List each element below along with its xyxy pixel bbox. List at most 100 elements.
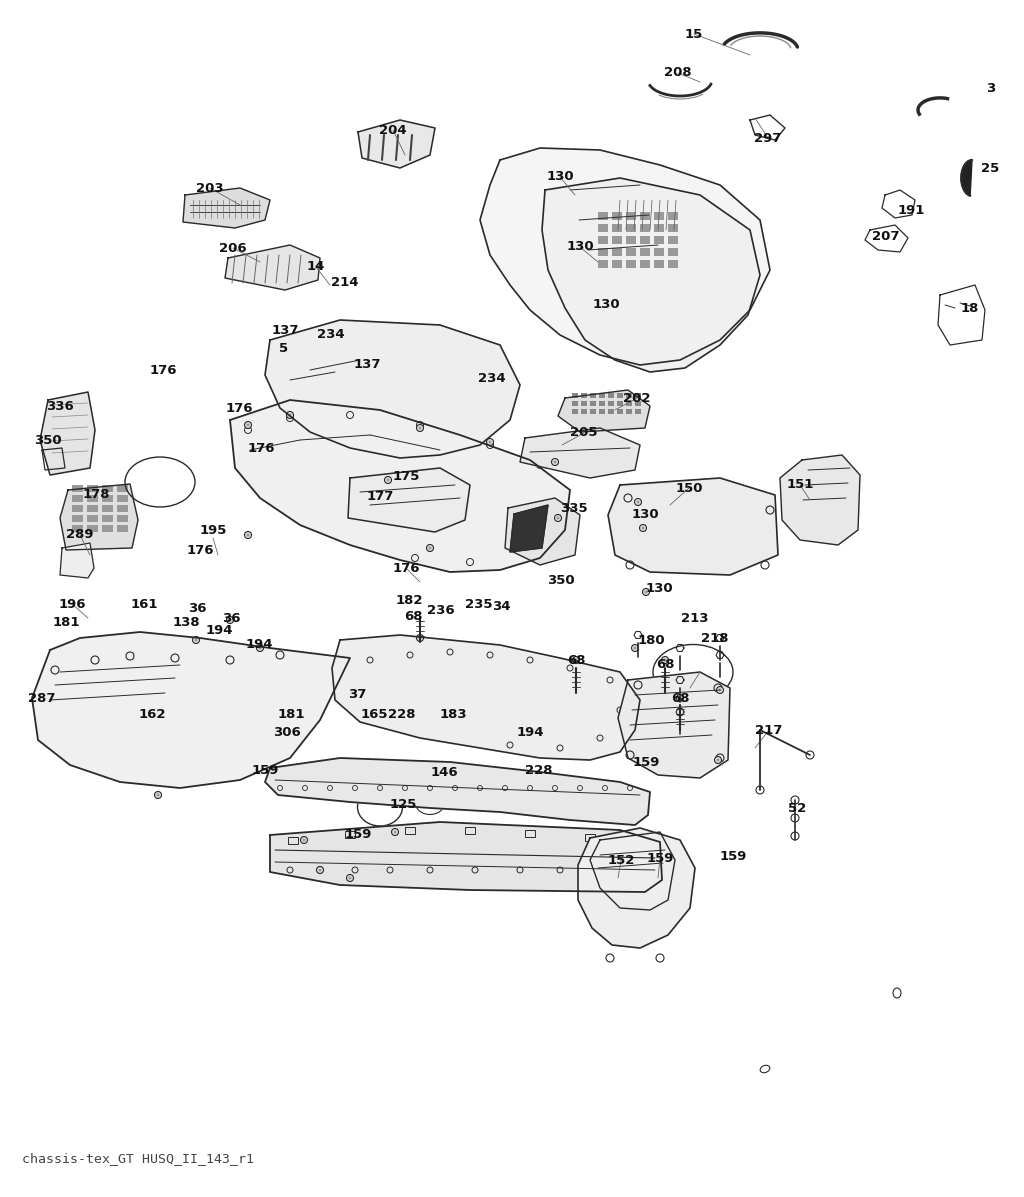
Text: 181: 181 [278, 707, 305, 721]
Circle shape [679, 697, 682, 699]
Bar [626, 224, 636, 232]
Text: 181: 181 [52, 615, 80, 628]
Text: 234: 234 [317, 328, 345, 341]
Text: 15: 15 [685, 28, 703, 41]
Bar [572, 409, 578, 414]
Text: 146: 146 [430, 766, 458, 778]
Circle shape [386, 479, 389, 481]
Bar [599, 393, 605, 397]
Bar [668, 212, 678, 220]
Bar [87, 515, 98, 522]
Text: 350: 350 [547, 575, 574, 588]
Text: 176: 176 [247, 442, 274, 455]
Text: 37: 37 [348, 688, 367, 701]
Text: 191: 191 [897, 203, 925, 217]
Text: 287: 287 [29, 692, 55, 705]
Circle shape [384, 476, 391, 484]
Bar [612, 236, 622, 244]
Text: 208: 208 [665, 67, 692, 79]
Bar [525, 830, 535, 837]
Bar [654, 260, 664, 268]
Polygon shape [225, 245, 319, 290]
Bar [626, 401, 632, 406]
Polygon shape [265, 758, 650, 825]
Bar [72, 496, 83, 502]
Circle shape [226, 616, 233, 624]
Polygon shape [510, 505, 548, 552]
Text: 138: 138 [172, 615, 200, 628]
Text: 14: 14 [307, 261, 326, 273]
Text: 218: 218 [701, 632, 729, 644]
Bar [117, 485, 128, 492]
Circle shape [715, 757, 722, 764]
Text: 306: 306 [273, 727, 301, 740]
Text: 228: 228 [388, 707, 416, 721]
Bar [612, 224, 622, 232]
Bar [668, 236, 678, 244]
Circle shape [637, 500, 640, 504]
Text: 213: 213 [681, 612, 709, 625]
Circle shape [346, 875, 353, 881]
Text: 289: 289 [67, 529, 94, 541]
Bar [626, 393, 632, 397]
Bar [590, 401, 596, 406]
Text: 159: 159 [251, 764, 279, 777]
Bar [654, 236, 664, 244]
Text: 159: 159 [344, 828, 372, 841]
Text: 68: 68 [671, 692, 689, 705]
Text: 25: 25 [981, 162, 999, 175]
Bar [640, 260, 650, 268]
Bar [72, 485, 83, 492]
Circle shape [417, 634, 424, 642]
Text: 214: 214 [331, 275, 358, 288]
Bar [612, 248, 622, 256]
Bar [640, 248, 650, 256]
Circle shape [427, 545, 433, 552]
Text: 178: 178 [82, 487, 110, 500]
Text: 130: 130 [592, 298, 620, 311]
Circle shape [157, 794, 160, 796]
Circle shape [486, 438, 494, 445]
Text: 137: 137 [353, 358, 381, 371]
Bar [87, 496, 98, 502]
Circle shape [642, 589, 649, 595]
Text: 159: 159 [719, 851, 746, 863]
Circle shape [393, 831, 396, 833]
Bar [598, 248, 608, 256]
Polygon shape [265, 320, 520, 458]
Text: 34: 34 [492, 601, 510, 614]
Bar [599, 401, 605, 406]
Bar [345, 831, 355, 838]
Text: 234: 234 [478, 371, 506, 384]
Polygon shape [348, 468, 470, 531]
Text: 125: 125 [389, 798, 417, 812]
Bar [581, 401, 587, 406]
Bar [102, 496, 113, 502]
Polygon shape [578, 828, 695, 948]
Circle shape [634, 646, 637, 650]
Bar [598, 260, 608, 268]
Text: 335: 335 [560, 502, 588, 515]
Bar [87, 505, 98, 512]
Text: 165: 165 [360, 707, 388, 721]
Bar [640, 224, 650, 232]
Bar [585, 834, 595, 841]
Polygon shape [608, 478, 778, 575]
Polygon shape [505, 498, 580, 565]
Bar [668, 224, 678, 232]
Text: 182: 182 [395, 594, 423, 607]
Bar [626, 212, 636, 220]
Bar [87, 485, 98, 492]
Circle shape [256, 644, 263, 651]
Text: 350: 350 [34, 433, 61, 446]
Text: 159: 159 [646, 851, 674, 864]
Circle shape [228, 619, 231, 621]
Circle shape [556, 516, 559, 519]
Bar [117, 525, 128, 531]
Circle shape [316, 867, 324, 874]
Bar [635, 409, 641, 414]
Text: 217: 217 [756, 723, 782, 736]
Text: 228: 228 [525, 764, 553, 777]
Text: 194: 194 [246, 638, 272, 650]
Circle shape [635, 498, 641, 505]
